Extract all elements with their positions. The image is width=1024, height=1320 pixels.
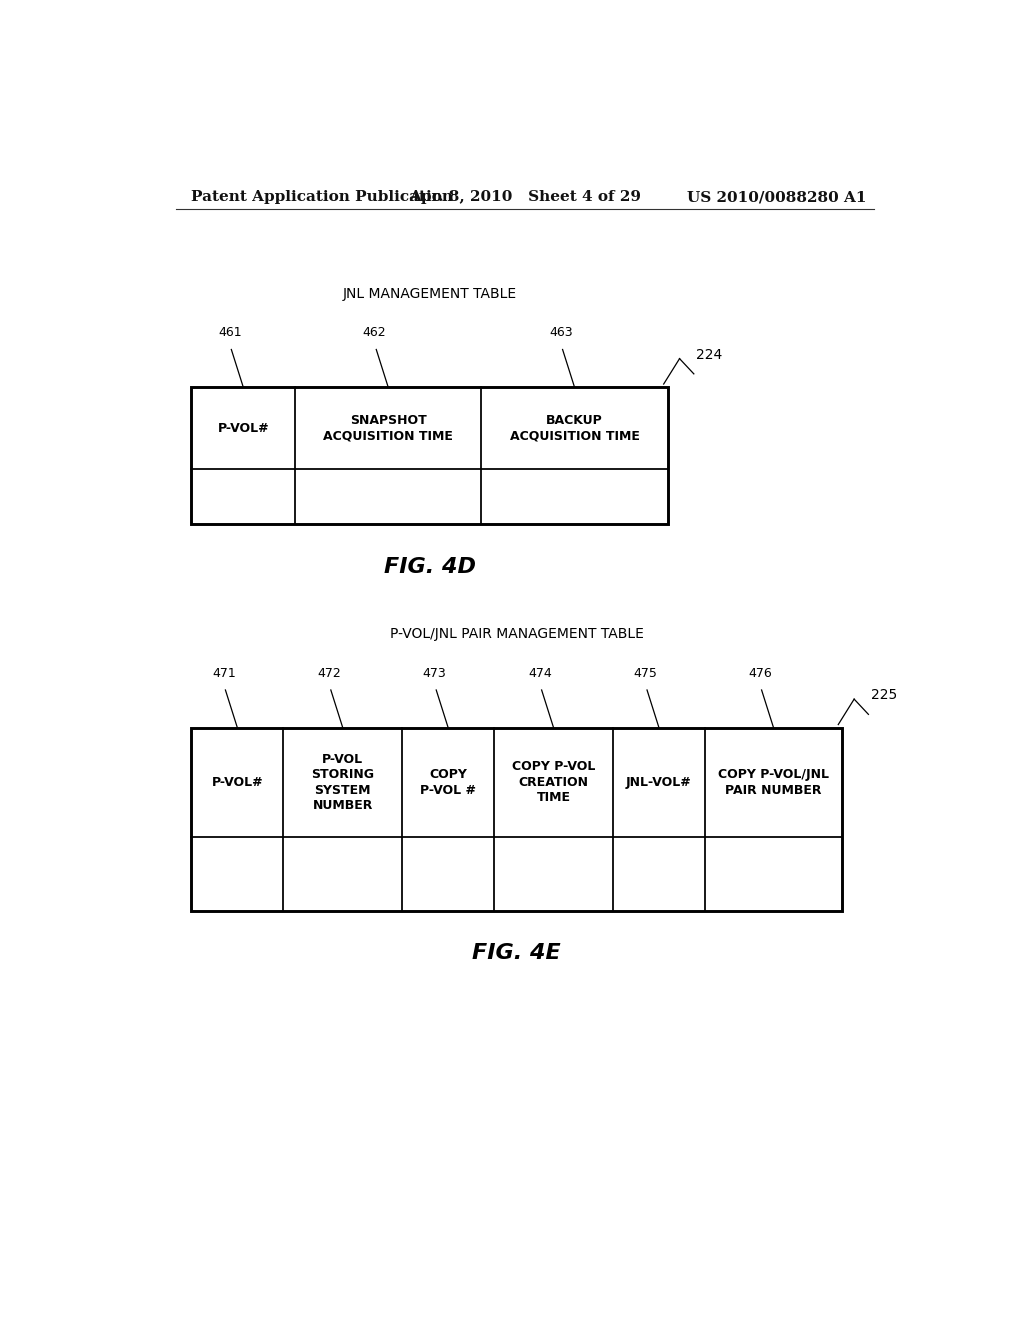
Text: 474: 474: [528, 667, 552, 680]
Text: P-VOL#: P-VOL#: [217, 422, 269, 434]
Text: 473: 473: [423, 667, 446, 680]
Text: BACKUP
ACQUISITION TIME: BACKUP ACQUISITION TIME: [510, 414, 639, 442]
Text: JNL MANAGEMENT TABLE: JNL MANAGEMENT TABLE: [342, 286, 517, 301]
Text: P-VOL#: P-VOL#: [212, 776, 263, 789]
Bar: [191, 387, 668, 524]
Text: 463: 463: [549, 326, 572, 339]
Text: 461: 461: [218, 326, 242, 339]
Text: P-VOL/JNL PAIR MANAGEMENT TABLE: P-VOL/JNL PAIR MANAGEMENT TABLE: [390, 627, 644, 642]
Text: P-VOL
STORING
SYSTEM
NUMBER: P-VOL STORING SYSTEM NUMBER: [311, 752, 374, 812]
Text: Apr. 8, 2010   Sheet 4 of 29: Apr. 8, 2010 Sheet 4 of 29: [409, 190, 641, 205]
Text: 462: 462: [362, 326, 386, 339]
Text: 225: 225: [870, 688, 897, 702]
Text: 472: 472: [317, 667, 341, 680]
Text: FIG. 4E: FIG. 4E: [472, 944, 561, 964]
Text: JNL-VOL#: JNL-VOL#: [626, 776, 692, 789]
Text: COPY P-VOL
CREATION
TIME: COPY P-VOL CREATION TIME: [512, 760, 595, 804]
Text: 476: 476: [749, 667, 772, 680]
Bar: [191, 727, 842, 911]
Text: FIG. 4D: FIG. 4D: [384, 557, 475, 577]
Text: 471: 471: [212, 667, 236, 680]
Text: US 2010/0088280 A1: US 2010/0088280 A1: [686, 190, 866, 205]
Text: SNAPSHOT
ACQUISITION TIME: SNAPSHOT ACQUISITION TIME: [324, 414, 453, 442]
Text: 475: 475: [634, 667, 657, 680]
Text: COPY P-VOL/JNL
PAIR NUMBER: COPY P-VOL/JNL PAIR NUMBER: [718, 768, 829, 797]
Text: 224: 224: [696, 347, 723, 362]
Text: COPY
P-VOL #: COPY P-VOL #: [420, 768, 476, 797]
Text: Patent Application Publication: Patent Application Publication: [191, 190, 454, 205]
